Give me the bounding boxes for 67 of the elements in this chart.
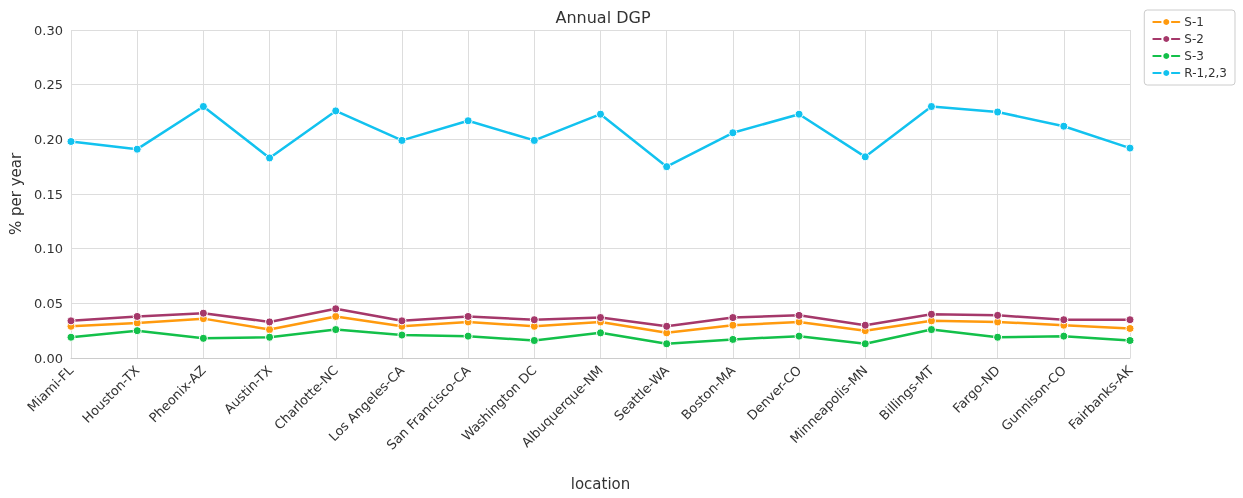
y-tick-label: 0.10 bbox=[34, 241, 63, 257]
point bbox=[265, 317, 275, 327]
point bbox=[926, 325, 936, 335]
point bbox=[132, 326, 142, 336]
y-axis-title: % per year bbox=[6, 152, 25, 236]
point bbox=[596, 328, 605, 338]
point bbox=[926, 309, 936, 319]
point bbox=[397, 316, 407, 326]
point bbox=[993, 332, 1003, 342]
point bbox=[331, 325, 341, 335]
point bbox=[596, 313, 605, 323]
y-tick-label: 0.25 bbox=[34, 77, 63, 93]
point bbox=[331, 304, 341, 314]
y-tick-label: 0.15 bbox=[34, 186, 63, 202]
point bbox=[529, 315, 539, 325]
point bbox=[662, 339, 672, 349]
y-tick-label: 0.00 bbox=[34, 350, 63, 366]
point bbox=[794, 310, 804, 320]
point bbox=[728, 334, 738, 344]
point bbox=[529, 336, 539, 345]
x-axis-title: location bbox=[570, 474, 631, 493]
point bbox=[1059, 331, 1069, 341]
point bbox=[397, 135, 407, 145]
point bbox=[794, 331, 804, 341]
point bbox=[331, 106, 341, 116]
y-tick-label: 0.20 bbox=[34, 131, 63, 147]
point bbox=[463, 331, 473, 341]
point bbox=[1125, 336, 1135, 345]
point bbox=[1125, 315, 1135, 325]
chart-title: Annual DGP bbox=[555, 7, 651, 27]
point bbox=[1059, 315, 1069, 325]
point bbox=[728, 313, 738, 323]
y-tick-label: 0.30 bbox=[34, 22, 63, 38]
point bbox=[397, 330, 407, 340]
point bbox=[198, 308, 208, 318]
point bbox=[132, 144, 142, 154]
point bbox=[1059, 121, 1069, 131]
point bbox=[198, 333, 208, 343]
point bbox=[198, 102, 208, 112]
point bbox=[265, 153, 275, 163]
point bbox=[529, 135, 539, 145]
point bbox=[728, 320, 738, 330]
legend-label: S-3 bbox=[1184, 49, 1204, 63]
legend-label: R-1,2,3 bbox=[1184, 66, 1227, 80]
point bbox=[860, 152, 870, 162]
point bbox=[1125, 143, 1135, 153]
point bbox=[463, 116, 473, 126]
point bbox=[66, 332, 76, 342]
point bbox=[662, 162, 672, 172]
point bbox=[993, 107, 1003, 117]
point bbox=[66, 316, 76, 326]
point bbox=[926, 102, 936, 112]
point bbox=[794, 109, 804, 119]
y-tick-label: 0.05 bbox=[34, 295, 63, 311]
point bbox=[265, 332, 275, 342]
point bbox=[1125, 323, 1135, 333]
point bbox=[860, 320, 870, 330]
point bbox=[66, 137, 76, 147]
point bbox=[662, 321, 672, 331]
legend-label: S-2 bbox=[1184, 32, 1204, 46]
legend-label: S-1 bbox=[1184, 15, 1204, 29]
point bbox=[463, 311, 473, 321]
point bbox=[132, 311, 142, 321]
point bbox=[860, 339, 870, 349]
point bbox=[993, 310, 1003, 320]
point bbox=[596, 109, 605, 119]
point bbox=[728, 128, 738, 138]
